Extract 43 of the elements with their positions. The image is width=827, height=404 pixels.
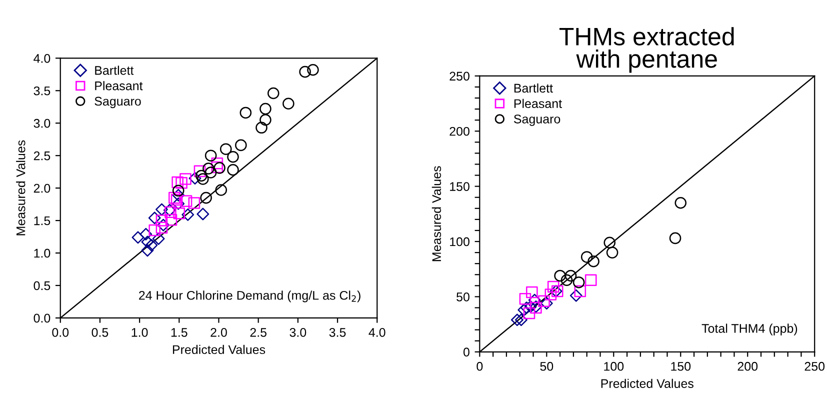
y-tick-label: 2.5 (34, 151, 50, 160)
y-axis-title: Measured Values (432, 166, 442, 262)
x-tick-label: 1.0 (132, 328, 148, 337)
y-tick-label: 150 (450, 182, 470, 191)
x-tick-label: 0.5 (92, 328, 108, 337)
x-tick-label: 4.0 (368, 328, 386, 337)
y-tick-label: 1.0 (34, 248, 50, 258)
y-axis-title: Measured Values (16, 140, 26, 236)
x-tick-label: 150 (671, 362, 691, 371)
x-tick-label: 200 (738, 362, 758, 371)
chart-title: THMs extracted with pentane (559, 27, 734, 73)
x-tick-label: 100 (604, 362, 624, 371)
y-tick-label: 4.0 (34, 54, 50, 63)
x-tick-label: 1.5 (171, 328, 188, 337)
legend-label: Saguaro (514, 114, 560, 126)
y-tick-label: 0.0 (34, 314, 50, 323)
x-tick-label: 250 (804, 362, 825, 371)
y-tick-label: 250 (450, 72, 470, 81)
y-tick-label: 0 (463, 348, 470, 357)
x-tick-label: 50 (540, 362, 554, 371)
legend-label: Pleasant (95, 81, 143, 90)
y-tick-label: 0.5 (34, 281, 50, 290)
x-axis-title: Predicted Values (172, 344, 266, 354)
legend-label: Saguaro (94, 96, 141, 108)
x-tick-label: 0 (476, 362, 483, 371)
legend-label: Bartlett (95, 66, 134, 75)
annotation: 24 Hour Chlorine Demand (mg/L as Cl$_{2}$) (139, 290, 360, 302)
x-tick-label: 3.5 (329, 328, 346, 337)
x-tick-label: 0.0 (52, 328, 69, 337)
y-tick-label: 3.0 (34, 118, 50, 128)
y-tick-label: 100 (450, 237, 470, 246)
x-tick-label: 3.0 (290, 328, 306, 337)
x-axis-title: Predicted Values (601, 378, 694, 388)
x-tick-label: 2.0 (210, 328, 227, 337)
y-tick-label: 200 (450, 126, 470, 136)
annotation: Total THM4 (ppb) (702, 324, 798, 336)
y-tick-label: 50 (456, 292, 470, 302)
y-tick-label: 1.5 (34, 216, 50, 226)
x-tick-label: 2.5 (250, 328, 266, 337)
y-tick-label: 3.5 (34, 86, 50, 96)
legend-label: Pleasant (514, 98, 562, 108)
y-tick-label: 2.0 (34, 184, 50, 193)
legend-label: Bartlett (514, 83, 553, 93)
